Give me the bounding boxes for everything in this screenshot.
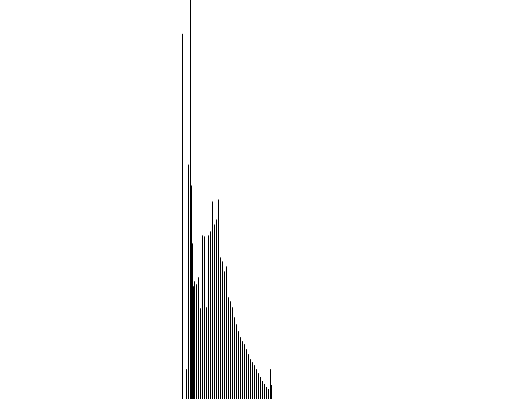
bars-group [182, 0, 272, 399]
